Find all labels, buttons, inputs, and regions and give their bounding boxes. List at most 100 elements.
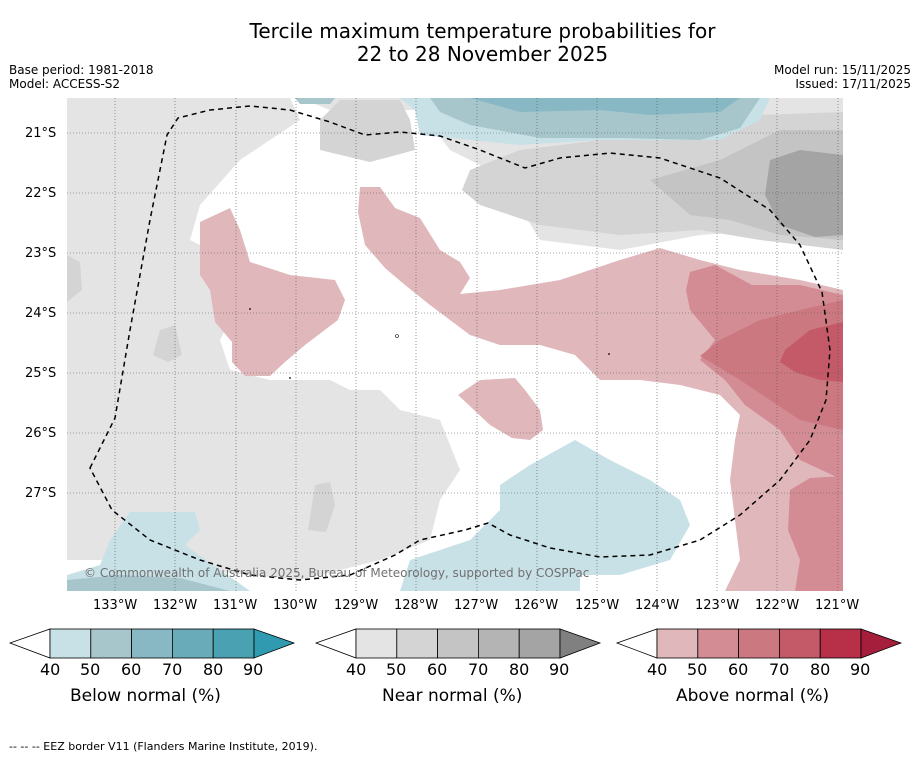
- colorbar-near-normal: [314, 628, 602, 659]
- cb-above-under-arrow: [615, 628, 658, 659]
- point-marker-3: [395, 334, 399, 338]
- below-normal-region-southwest: [67, 512, 250, 591]
- meta-left: Base period: 1981-2018 Model: ACCESS-S2: [9, 63, 154, 91]
- cb-near-tick-70: 70: [468, 660, 489, 679]
- point-marker-1: [249, 308, 251, 310]
- cb-below-seg-4: [171, 628, 214, 659]
- cb-near-tick-90: 90: [549, 660, 570, 679]
- lat-label-23s: 23°S: [25, 246, 57, 261]
- cb-below-tick-40: 40: [40, 660, 61, 679]
- point-marker-2: [289, 377, 291, 379]
- cb-above-seg-2: [697, 628, 739, 659]
- lon-label-132w: 132°W: [153, 598, 198, 613]
- cb-above-tick-90: 90: [850, 660, 871, 679]
- eez-border: [89, 105, 831, 581]
- lon-label-124w: 124°W: [635, 598, 680, 613]
- lon-label-127w: 127°W: [454, 598, 499, 613]
- cb-below-tick-50: 50: [80, 660, 101, 679]
- cb-below-tick-80: 80: [203, 660, 224, 679]
- lat-label-24s: 24°S: [25, 306, 57, 321]
- lon-label-125w: 125°W: [575, 598, 620, 613]
- cb-above-tick-60: 60: [728, 660, 749, 679]
- map-fields: [67, 98, 843, 591]
- near-normal-region-west-inner: [67, 98, 460, 580]
- cb-near-seg-3: [437, 628, 479, 659]
- cb-below-over-arrow: [253, 628, 296, 659]
- cb-near-seg-4: [477, 628, 520, 659]
- cb-above-seg-4: [779, 628, 821, 659]
- cb-near-tick-80: 80: [509, 660, 530, 679]
- lon-label-126w: 126°W: [514, 598, 559, 613]
- issued-date: Issued: 17/11/2025: [795, 77, 911, 91]
- lat-label-26s: 26°S: [25, 426, 57, 441]
- cb-below-under-arrow: [8, 628, 51, 659]
- above-normal-region-south-island: [458, 378, 543, 440]
- near-normal-spot-edge: [67, 255, 82, 302]
- below-normal-region-north-dark: [470, 98, 740, 115]
- above-normal-region-west: [200, 208, 345, 376]
- lon-label-129w: 129°W: [334, 598, 379, 613]
- meta-right: Model run: 15/11/2025 Issued: 17/11/2025: [774, 63, 911, 91]
- cb-above-over-arrow: [860, 628, 903, 659]
- cb-above-tick-40: 40: [647, 660, 668, 679]
- cb-below-seg-2: [90, 628, 133, 659]
- cb-below-seg-1: [49, 628, 92, 659]
- cb-near-tick-60: 60: [427, 660, 448, 679]
- lon-label-123w: 123°W: [695, 598, 740, 613]
- below-normal-region-north-strip: [295, 98, 335, 104]
- below-normal-region-southwest-dark: [67, 575, 230, 591]
- cb-above-seg-5: [819, 628, 862, 659]
- cb-below-seg-3: [131, 628, 173, 659]
- map-title-line2: 22 to 28 November 2025: [356, 42, 609, 66]
- copyright-notice: © Commonwealth of Australia 2025, Bureau…: [84, 566, 589, 580]
- lat-label-21s: 21°S: [25, 126, 57, 141]
- lon-label-128w: 128°W: [394, 598, 439, 613]
- lon-label-121w: 121°W: [815, 598, 860, 613]
- cb-below-seg-5: [212, 628, 255, 659]
- eez-footnote: -- -- -- EEZ border V11 (Flanders Marine…: [9, 740, 318, 753]
- cb-near-tick-40: 40: [346, 660, 367, 679]
- lon-label-122w: 122°W: [755, 598, 800, 613]
- model-name: Model: ACCESS-S2: [9, 77, 121, 91]
- colorbar-below-normal: [8, 628, 296, 659]
- cb-above-tick-80: 80: [810, 660, 831, 679]
- cb-above-tick-70: 70: [769, 660, 790, 679]
- cb-below-title: Below normal (%): [70, 686, 221, 706]
- lat-label-25s: 25°S: [25, 366, 57, 381]
- lon-label-133w: 133°W: [93, 598, 138, 613]
- lon-label-130w: 130°W: [273, 598, 318, 613]
- cb-above-seg-3: [738, 628, 780, 659]
- near-normal-region-north: [320, 100, 415, 162]
- cb-below-tick-90: 90: [243, 660, 264, 679]
- base-period: Base period: 1981-2018: [9, 63, 154, 77]
- cb-above-tick-50: 50: [687, 660, 708, 679]
- cb-near-seg-5: [518, 628, 561, 659]
- cb-near-tick-50: 50: [386, 660, 407, 679]
- above-normal-region-east-south: [788, 476, 843, 591]
- near-normal-region-east-c: [765, 150, 843, 237]
- lat-label-27s: 27°S: [25, 486, 57, 501]
- below-normal-region-south: [400, 440, 690, 591]
- near-normal-spot-south: [308, 482, 335, 532]
- cb-below-tick-60: 60: [121, 660, 142, 679]
- map-title: Tercile maximum temperature probabilitie…: [0, 20, 919, 66]
- cb-near-seg-2: [396, 628, 438, 659]
- lon-label-131w: 131°W: [213, 598, 258, 613]
- point-marker-4: [608, 353, 610, 355]
- cb-near-title: Near normal (%): [382, 686, 523, 706]
- above-normal-region-east-core: [780, 322, 843, 382]
- colorbar-above-normal: [615, 628, 903, 659]
- near-normal-spot-west: [153, 325, 182, 362]
- lat-label-22s: 22°S: [25, 186, 57, 201]
- graticule: [67, 98, 843, 591]
- cb-below-tick-70: 70: [162, 660, 183, 679]
- cb-above-seg-1: [656, 628, 699, 659]
- cb-above-title: Above normal (%): [676, 686, 830, 706]
- map-title-line1: Tercile maximum temperature probabilitie…: [249, 19, 716, 43]
- model-run: Model run: 15/11/2025: [773, 63, 911, 77]
- cb-near-seg-1: [355, 628, 398, 659]
- cb-near-over-arrow: [559, 628, 602, 659]
- cb-near-under-arrow: [314, 628, 357, 659]
